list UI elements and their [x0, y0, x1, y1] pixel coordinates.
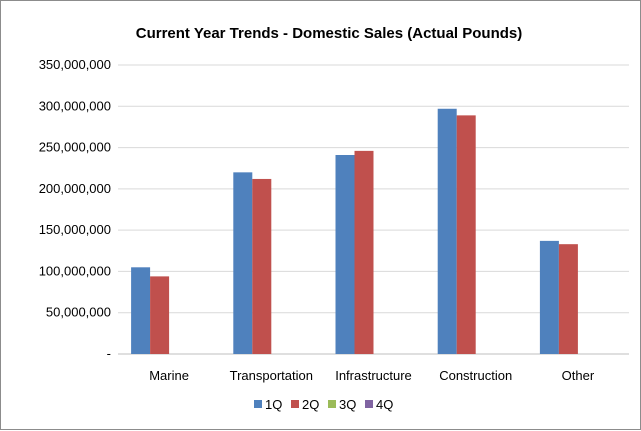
- x-axis-category-labels: Marine Transportation Infrastructure Constr…: [149, 368, 595, 383]
- category-label: Marine: [149, 368, 189, 383]
- bar-1q-infrastructure: [335, 155, 355, 354]
- bar-1q-other: [539, 240, 559, 354]
- y-tick-label: 50,000,000: [46, 305, 111, 320]
- legend-swatch: [291, 400, 299, 408]
- bar-2q-marine: [150, 276, 170, 354]
- bar-1q-marine: [131, 267, 151, 354]
- bar-2q-construction: [456, 115, 476, 355]
- y-tick-label: 100,000,000: [39, 263, 111, 278]
- y-tick-label: 350,000,000: [39, 57, 111, 72]
- y-tick-label: -: [107, 346, 111, 361]
- y-tick-label: 150,000,000: [39, 222, 111, 237]
- bar-2q-other: [558, 244, 578, 354]
- legend-swatch: [365, 400, 373, 408]
- category-label: Transportation: [230, 368, 313, 383]
- category-label: Construction: [439, 368, 512, 383]
- bar-1q-transportation: [233, 172, 253, 354]
- legend-label: 4Q: [376, 397, 393, 412]
- y-axis-tick-labels: - 50,000,000 100,000,000 150,000,000 200,000…: [39, 57, 111, 361]
- category-label: Other: [562, 368, 595, 383]
- bars: [131, 108, 578, 355]
- legend-label: 2Q: [302, 397, 319, 412]
- chart-title: Current Year Trends - Domestic Sales (Ac…: [136, 25, 523, 42]
- legend-label: 3Q: [339, 397, 356, 412]
- legend-label: 1Q: [265, 397, 282, 412]
- y-tick-label: 250,000,000: [39, 140, 111, 155]
- bar-2q-transportation: [252, 178, 272, 354]
- legend-swatch: [254, 400, 262, 408]
- y-tick-label: 200,000,000: [39, 181, 111, 196]
- y-tick-label: 300,000,000: [39, 98, 111, 113]
- category-label: Infrastructure: [335, 368, 412, 383]
- legend: 1Q 2Q 3Q 4Q: [254, 397, 393, 412]
- legend-swatch: [328, 400, 336, 408]
- bar-1q-construction: [437, 108, 457, 355]
- bar-2q-infrastructure: [354, 150, 374, 354]
